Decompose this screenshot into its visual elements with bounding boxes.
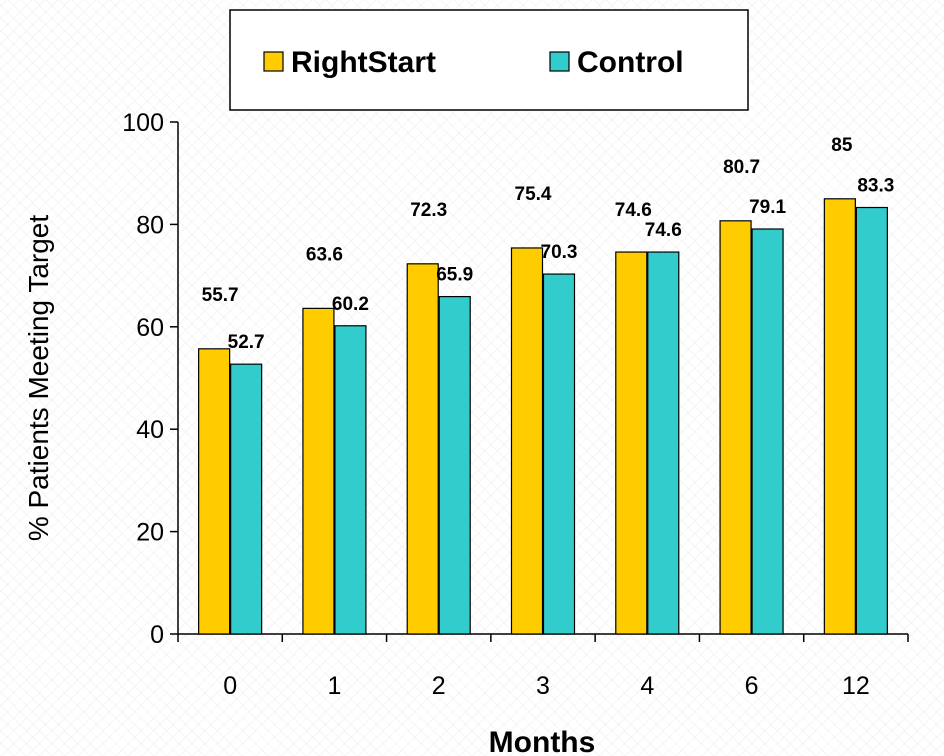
bar-control-3: [542, 273, 576, 635]
x-tick-label: 6: [745, 672, 759, 700]
y-tick-label: 80: [136, 211, 164, 239]
legend-label-control: Control: [577, 46, 684, 79]
data-label-rightstart: 74.6: [615, 200, 652, 221]
data-label-control: 52.7: [228, 332, 265, 353]
bar-rightstart-4: [615, 251, 648, 635]
data-label-rightstart: 55.7: [202, 285, 239, 306]
data-label-control: 74.6: [645, 220, 682, 241]
x-tick-label: 12: [842, 672, 870, 700]
data-label-control: 70.3: [541, 242, 578, 263]
y-tick-label: 20: [136, 519, 164, 547]
bar-control-2: [438, 295, 471, 635]
legend: RightStart Control: [229, 9, 749, 111]
legend-swatch-control: [549, 51, 570, 72]
bar-rightstart-1: [302, 307, 335, 635]
x-tick-label: 3: [536, 672, 550, 700]
data-label-control: 65.9: [436, 265, 473, 286]
x-tick-label: 0: [223, 672, 237, 700]
bar-control-1: [334, 325, 367, 635]
bar-rightstart-0: [198, 348, 231, 635]
data-label-control: 83.3: [857, 176, 894, 197]
y-tick-label: 40: [136, 416, 164, 444]
x-tick-label: 4: [640, 672, 654, 700]
y-axis: 0 20 40 60 80 100: [122, 109, 179, 649]
data-labels: 55.7 63.6 72.3 75.4 74.6 80.7 85 52.7 60.2 65.9 70…: [202, 135, 895, 353]
bar-control-6: [751, 228, 784, 635]
data-label-rightstart: 85: [831, 135, 853, 156]
x-tick-label: 2: [432, 672, 446, 700]
bar-rightstart-12: [823, 198, 856, 635]
y-tick-label: 0: [150, 621, 164, 649]
x-axis-title: Months: [489, 726, 596, 756]
bar-rightstart-3: [510, 247, 544, 635]
y-tick-label: 60: [136, 314, 164, 342]
bar-rightstart-6: [719, 220, 752, 635]
bar-control-4: [647, 251, 680, 635]
bar-control-0: [230, 363, 263, 635]
y-tick-label: 100: [122, 109, 164, 137]
bar-control-12: [855, 206, 888, 635]
legend-label-rightstart: RightStart: [291, 46, 436, 79]
data-label-rightstart: 75.4: [515, 184, 552, 205]
y-axis-title: % Patients Meeting Target: [23, 215, 54, 542]
bars: [198, 198, 888, 635]
x-axis: 0 1 2 3 4 6 12: [177, 633, 909, 700]
legend-box: [229, 9, 749, 111]
data-label-control: 60.2: [332, 294, 369, 315]
bar-rightstart-2: [406, 263, 439, 635]
data-label-rightstart: 72.3: [410, 200, 447, 221]
legend-swatch-rightstart: [263, 51, 284, 72]
data-label-control: 79.1: [749, 197, 786, 218]
data-label-rightstart: 80.7: [723, 157, 760, 178]
data-label-rightstart: 63.6: [306, 244, 343, 265]
x-tick-label: 1: [327, 672, 341, 700]
